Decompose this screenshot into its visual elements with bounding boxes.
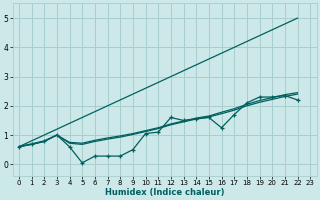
X-axis label: Humidex (Indice chaleur): Humidex (Indice chaleur) bbox=[105, 188, 224, 197]
